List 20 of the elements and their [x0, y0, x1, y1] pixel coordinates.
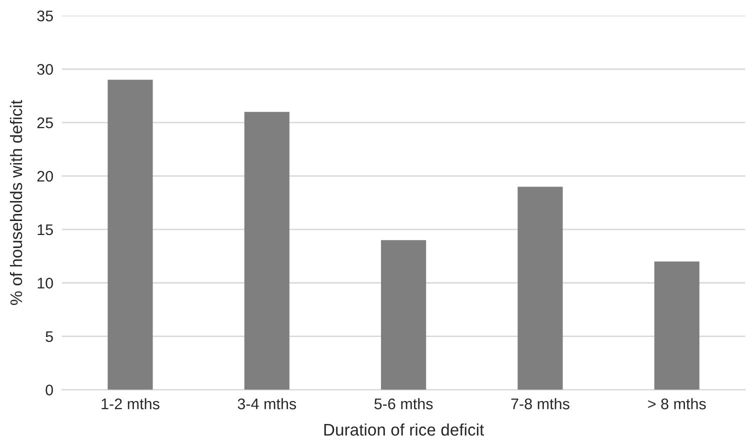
bar [381, 240, 426, 390]
y-tick-label: 10 [38, 278, 53, 289]
bar [654, 262, 700, 390]
y-axis-title: % of households with deficit [10, 100, 22, 305]
x-tick-label: 7-8 mths [511, 398, 570, 410]
bar [108, 80, 153, 390]
x-tick-label: 1-2 mths [102, 398, 160, 410]
y-tick-label: 30 [37, 64, 53, 75]
bar [244, 112, 290, 390]
bar [518, 186, 563, 390]
y-tick-label: 25 [37, 117, 53, 128]
y-tick-label: 15 [38, 224, 53, 236]
y-tick-label: 20 [37, 170, 53, 182]
y-tick-label: 5 [46, 331, 53, 342]
y-tick-label: 0 [46, 384, 53, 396]
x-axis-title: Duration of rice deficit [324, 423, 484, 436]
x-tick-label: 5-6 mths [374, 398, 433, 410]
x-tick-label: 3-4 mths [238, 398, 296, 410]
y-tick-label: 35 [37, 10, 53, 22]
x-tick-label: > 8 mths [648, 398, 706, 410]
